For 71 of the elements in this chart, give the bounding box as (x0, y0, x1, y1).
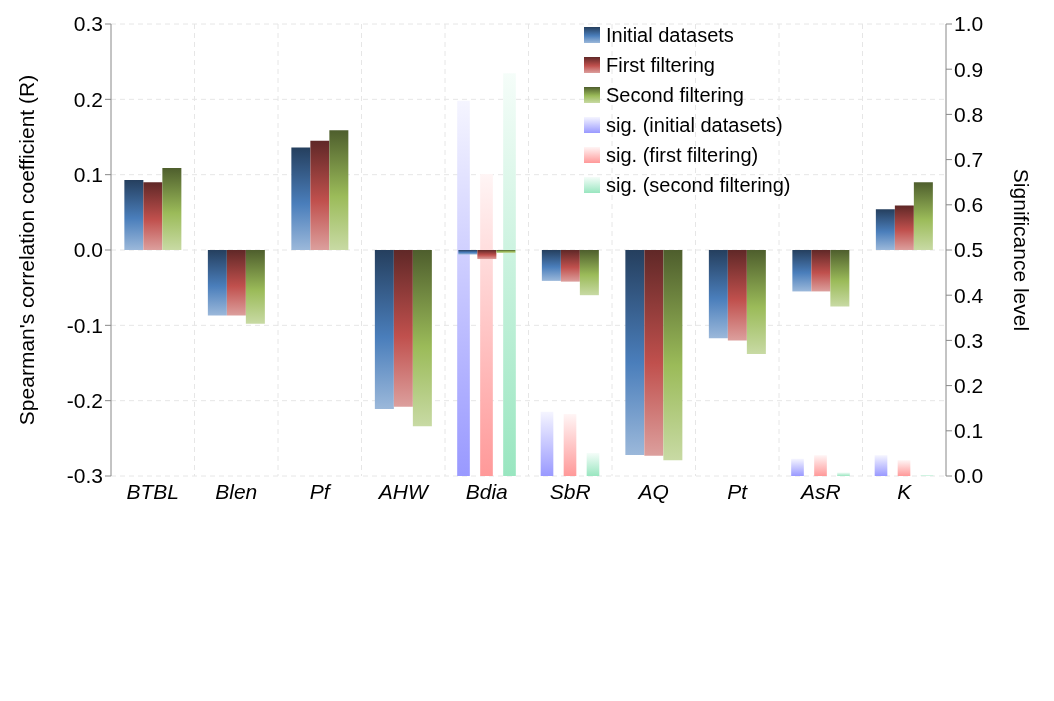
bar (727, 250, 747, 341)
y2-tick-label: 0.1 (954, 419, 984, 443)
bar (791, 458, 804, 476)
bar (837, 472, 850, 476)
bar (374, 250, 394, 409)
bar (540, 411, 554, 476)
bar (329, 130, 349, 250)
y2-tick-label: 0.7 (954, 148, 984, 172)
bar (830, 250, 850, 307)
bar (894, 205, 914, 250)
bar (541, 250, 561, 281)
y-tick-label: 0.1 (73, 163, 103, 187)
y-tick-label: -0.1 (66, 313, 103, 337)
y2-tick-label: 0.5 (954, 238, 984, 262)
bar (814, 455, 827, 476)
bar (207, 250, 227, 316)
legend-label: sig. (second filtering) (606, 173, 791, 198)
bar (412, 250, 432, 427)
legend-label: Initial datasets (606, 23, 734, 48)
y-tick-label: -0.3 (66, 464, 103, 488)
x-tick-label: AsR (798, 479, 841, 503)
bar (913, 182, 933, 250)
bar (393, 250, 413, 407)
bar (644, 250, 664, 456)
legend-label: Second filtering (606, 83, 744, 108)
bar (226, 250, 246, 316)
y-tick-label: 0.3 (73, 12, 103, 36)
y2-tick-label: 0.8 (954, 102, 984, 126)
bar (792, 250, 812, 292)
y2-tick-label: 0.3 (954, 328, 984, 352)
x-tick-label: Bdia (465, 479, 508, 503)
x-tick-label: SbR (549, 479, 591, 503)
legend-label: First filtering (606, 53, 715, 78)
bar (811, 250, 831, 292)
legend-label: sig. (initial datasets) (606, 113, 783, 138)
bar (625, 250, 645, 455)
y2-axis-title: Significance level (1009, 168, 1033, 332)
y2-tick-label: 1.0 (954, 12, 984, 36)
bar (708, 250, 728, 339)
bar (746, 250, 766, 354)
bar (162, 167, 182, 250)
bar (874, 455, 888, 476)
bar (897, 460, 911, 476)
bar (143, 182, 163, 250)
bar (563, 414, 577, 476)
x-tick-label: Pt (727, 479, 749, 503)
bar (124, 179, 144, 250)
x-tick-label: AHW (376, 479, 430, 503)
y2-tick-label: 0.6 (954, 193, 984, 217)
y2-tick-label: 0.0 (954, 464, 984, 488)
bar (663, 250, 683, 461)
bar (310, 140, 330, 250)
x-tick-label: AQ (636, 479, 669, 503)
y-tick-label: 0.2 (73, 87, 103, 111)
bar (579, 250, 599, 296)
bar (291, 147, 311, 250)
bar (560, 250, 580, 282)
x-tick-label: Blen (215, 479, 258, 503)
x-tick-label: BTBL (126, 479, 180, 503)
y-tick-label: 0.0 (73, 238, 103, 262)
x-tick-label: Pf (309, 479, 332, 503)
y-axis-title: Spearman's correlation coefficient (R) (15, 74, 39, 426)
legend-label: sig. (first filtering) (606, 143, 759, 168)
x-tick-label: K (897, 479, 913, 503)
y-tick-label: -0.2 (66, 389, 103, 413)
y2-tick-label: 0.2 (954, 374, 984, 398)
bar (586, 452, 600, 476)
y2-tick-label: 0.4 (954, 283, 984, 307)
y2-tick-label: 0.9 (954, 57, 984, 81)
bar (245, 250, 265, 324)
bar (875, 209, 895, 250)
